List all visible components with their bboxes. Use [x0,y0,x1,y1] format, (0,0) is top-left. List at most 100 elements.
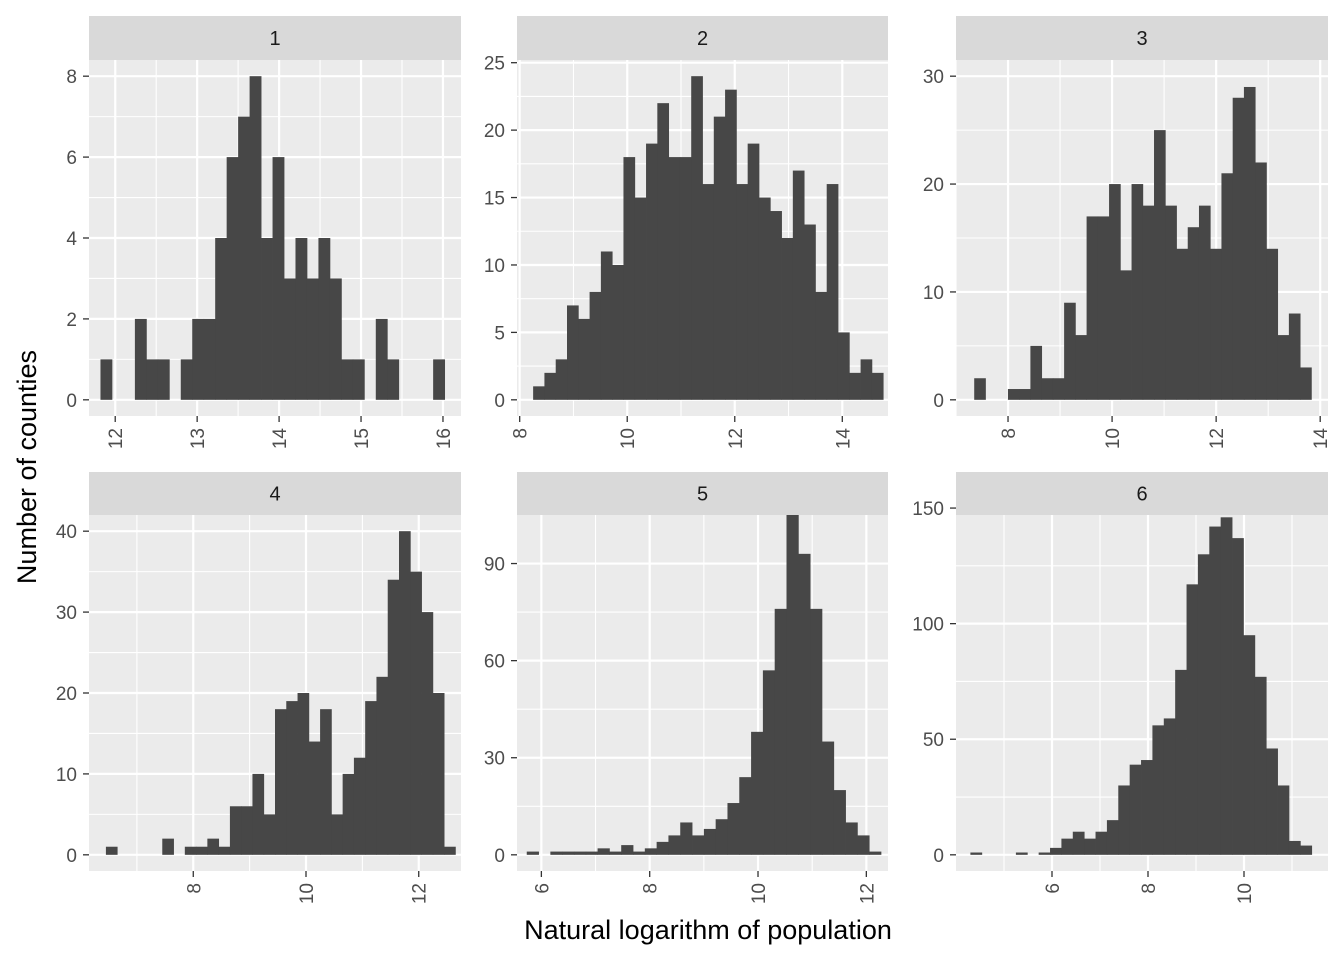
histogram-bar [1254,676,1267,855]
histogram-bar [1232,97,1245,400]
facet-strip-label: 2 [697,28,708,50]
histogram-bar [1142,205,1155,400]
histogram-bar [203,318,216,400]
histogram-bar [410,571,422,855]
histogram-bar [1052,378,1065,400]
facet-panel-6: 6 0 50 100 150 6 8 10 [912,472,1328,904]
histogram-bar [634,197,647,400]
histogram-bar [736,184,749,400]
histogram-bar [387,359,400,400]
histogram-bar [184,846,197,855]
histogram-bar [1041,378,1054,400]
histogram-bar [758,197,771,400]
histogram-bar [263,814,276,855]
y-tick-label: 8 [66,67,77,88]
histogram-bar [1084,838,1096,855]
x-tick-label: 14 [833,428,854,450]
histogram-bar [1118,785,1131,855]
histogram-bar [1007,389,1020,400]
x-tick-label: 12 [410,883,431,904]
x-tick-label: 8 [184,883,205,894]
histogram-bar [739,777,752,855]
histogram-bar [1129,764,1142,855]
y-tick-label: 25 [484,54,505,75]
histogram-bar [798,553,811,855]
histogram-bar [1300,845,1313,855]
y-tick-label: 30 [923,67,944,88]
histogram-bar [597,848,610,855]
histogram-bar [826,184,839,400]
histogram-bar [849,372,861,400]
histogram-bar [399,531,411,855]
facet-strip [956,16,1328,60]
histogram-bar [668,835,681,855]
facet-strip [89,472,461,515]
histogram-bar [974,378,986,400]
histogram-bar [1050,847,1062,855]
histogram-bar [646,143,658,400]
x-tick-label: 12 [726,428,747,449]
histogram-bar [1097,216,1110,400]
x-tick-label: 10 [618,428,639,449]
x-tick-label: 14 [270,428,291,450]
y-tick-label: 10 [484,256,505,277]
histogram-bar [1075,335,1087,400]
histogram-bar [821,741,835,855]
histogram-bar [1197,554,1210,855]
y-tick-label: 20 [56,684,77,705]
histogram-bar [833,790,846,855]
histogram-bar [1175,669,1187,855]
histogram-bar [692,835,705,855]
histogram-bar [1266,248,1279,400]
histogram-bar [871,372,884,400]
histogram-bar [555,359,568,400]
histogram-bar [691,76,703,400]
histogram-bar [804,224,816,400]
x-tick-label: 10 [1103,428,1124,449]
histogram-bar [550,851,563,855]
histogram-bar [703,828,717,855]
histogram-bar [375,318,388,400]
histogram-bar [1186,584,1199,855]
histogram-bar [600,251,613,400]
y-axis-title: Number of counties [12,350,42,584]
histogram-bar [146,359,159,400]
histogram-bar [1221,173,1234,400]
histogram-bar [725,89,737,400]
histogram-bar [320,709,332,855]
facet-strip-label: 5 [697,484,708,506]
y-tick-label: 30 [56,603,77,624]
histogram-bar [1109,184,1121,400]
y-tick-label: 20 [484,121,505,142]
y-tick-label: 50 [923,730,944,751]
histogram-bar [261,238,273,400]
histogram-bar [786,505,799,855]
histogram-bar [229,806,242,855]
histogram-bar [1061,838,1074,855]
histogram-bar [1165,205,1177,400]
histogram-bar [1288,840,1301,855]
y-tick-label: 4 [66,229,77,250]
histogram-bar [585,851,598,855]
histogram-bar [612,264,624,400]
histogram-bar [781,238,794,400]
facet-strip-label: 3 [1136,28,1147,50]
y-tick-label: 10 [56,765,77,786]
x-axis-title: Natural logarithm of population [524,915,892,945]
histogram-bar [1210,248,1222,400]
histogram-bar [272,157,285,400]
histogram-bar [387,579,400,855]
x-tick-label: 12 [857,883,878,904]
histogram-bar [295,238,308,400]
histogram-bar [1243,635,1256,855]
histogram-bar [341,359,354,400]
histogram-bar [857,835,870,855]
histogram-bar [297,693,310,855]
histogram-bar [702,184,715,400]
x-tick-label: 8 [1139,883,1160,894]
x-tick-label: 8 [511,428,532,439]
histogram-bar [573,851,587,855]
